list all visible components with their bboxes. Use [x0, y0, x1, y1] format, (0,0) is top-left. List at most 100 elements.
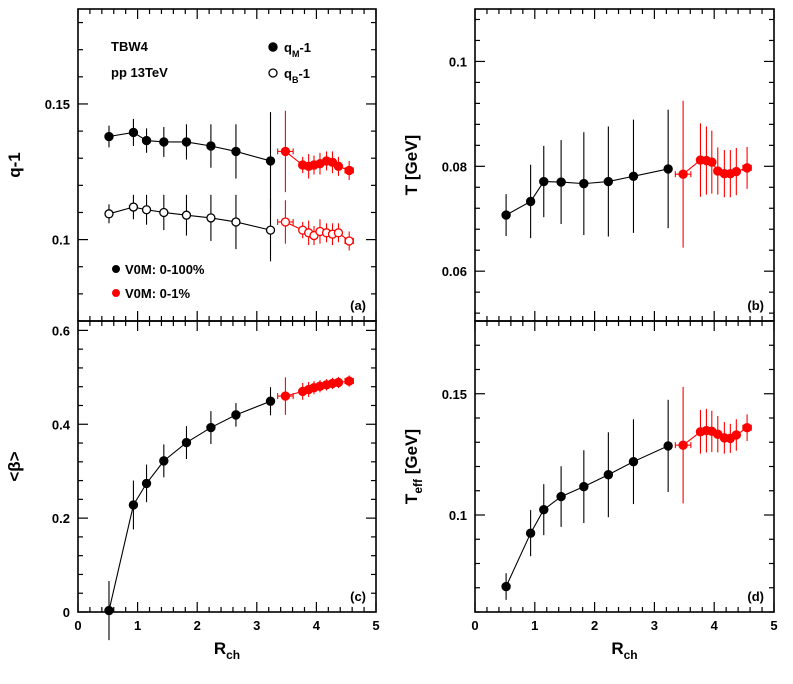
data-point — [539, 176, 549, 187]
y-axis-title: T [GeV] — [402, 135, 421, 195]
data-point — [206, 213, 216, 223]
data-point — [333, 228, 344, 238]
data-point — [603, 176, 614, 187]
y-tick-label: 0.15 — [45, 97, 70, 112]
data-point — [265, 156, 276, 166]
data-point — [579, 178, 589, 189]
data-point — [501, 581, 511, 592]
data-point — [104, 605, 114, 616]
x-tick-label: 3 — [253, 618, 260, 633]
y-tick-label: 0.15 — [442, 387, 467, 402]
data-point — [333, 377, 344, 388]
data-point — [231, 146, 241, 157]
data-series — [674, 100, 752, 248]
y-tick-label: 0.2 — [52, 511, 70, 526]
y-tick-label: 0.4 — [52, 417, 71, 432]
x-tick-label: 4 — [711, 618, 719, 633]
y-tick-label: 0.1 — [449, 54, 467, 69]
data-point — [628, 456, 639, 467]
x-tick-label: 3 — [651, 618, 658, 633]
legend-marker — [112, 264, 121, 273]
x-tick-label: 1 — [134, 618, 141, 633]
data-point — [678, 440, 688, 450]
data-point — [128, 127, 139, 138]
data-point — [333, 161, 344, 172]
data-point — [731, 430, 742, 440]
data-point — [280, 217, 291, 227]
data-point — [579, 481, 589, 492]
panel-label: (c) — [350, 589, 366, 604]
x-tick-label: 4 — [313, 618, 321, 633]
x-tick-label: 1 — [531, 618, 538, 633]
plot-frame — [77, 320, 377, 613]
data-point — [159, 207, 169, 218]
y-tick-label: 0.1 — [449, 508, 467, 523]
legend-label: qM-1 — [284, 40, 311, 59]
data-point — [231, 410, 241, 420]
data-point — [742, 163, 752, 173]
y-tick-label: 0.08 — [442, 159, 467, 174]
data-point — [128, 500, 139, 510]
panel-c: 0 1 2 3 4 5 0 0.2 0.4 0.6 <β> Rch (c) — [5, 320, 380, 662]
data-point — [265, 225, 276, 235]
data-point — [159, 137, 169, 147]
data-point — [181, 437, 192, 448]
legend-label: V0M: 0-1% — [125, 286, 190, 301]
x-tick-label: 5 — [770, 618, 777, 633]
data-point — [556, 177, 566, 187]
y-axis-title: q-1 — [5, 152, 24, 178]
data-point — [265, 396, 276, 406]
panel-label: (d) — [747, 589, 764, 604]
data-point — [603, 470, 614, 480]
x-axis-title: Rch — [611, 639, 637, 662]
data-point — [206, 422, 216, 433]
y-axis-title: <β> — [5, 451, 24, 481]
panel-d: 0 1 2 3 4 5 0.1 0.15 Teff [GeV] Rch (d) — [402, 320, 778, 662]
data-series — [104, 112, 276, 210]
panel-label: (a) — [350, 298, 366, 313]
x-axis-title: Rch — [214, 639, 240, 662]
x-tick-label: 0 — [471, 618, 478, 633]
y-tick-label: 0.6 — [52, 323, 70, 338]
data-point — [663, 164, 673, 174]
data-series — [104, 194, 276, 262]
data-point — [141, 478, 152, 489]
data-point — [128, 202, 139, 212]
data-series — [501, 399, 673, 600]
legend-label: qB-1 — [284, 66, 310, 85]
data-point — [742, 423, 752, 433]
data-series — [104, 387, 276, 641]
data-point — [501, 210, 511, 220]
legend-marker — [112, 288, 121, 297]
legend-marker — [268, 68, 278, 78]
panel-label: (b) — [747, 298, 764, 313]
x-tick-label: 2 — [591, 618, 598, 633]
y-tick-label: 0.1 — [52, 233, 70, 248]
y-tick-label: 0.06 — [442, 264, 467, 279]
plot-frame — [474, 8, 775, 322]
data-point — [104, 209, 114, 219]
y-tick-label: 0 — [63, 605, 70, 620]
data-series — [277, 375, 354, 415]
annotation-text: pp 13TeV — [111, 65, 168, 80]
data-point — [181, 210, 192, 220]
data-point — [539, 504, 549, 515]
data-point — [663, 441, 673, 451]
data-point — [731, 166, 742, 177]
data-series — [277, 110, 354, 193]
annotation-text: TBW4 — [111, 39, 149, 54]
data-series — [674, 386, 752, 504]
data-series — [501, 109, 673, 239]
data-point — [141, 205, 152, 215]
data-point — [678, 169, 688, 179]
legend-marker — [268, 42, 278, 52]
data-point — [525, 528, 536, 538]
y-axis-title: Teff [GeV] — [402, 429, 425, 504]
data-point — [707, 157, 717, 167]
legend-label: V0M: 0-100% — [125, 262, 205, 277]
data-point — [556, 491, 566, 502]
data-point — [181, 137, 192, 147]
data-point — [344, 165, 354, 176]
data-series — [277, 200, 354, 251]
